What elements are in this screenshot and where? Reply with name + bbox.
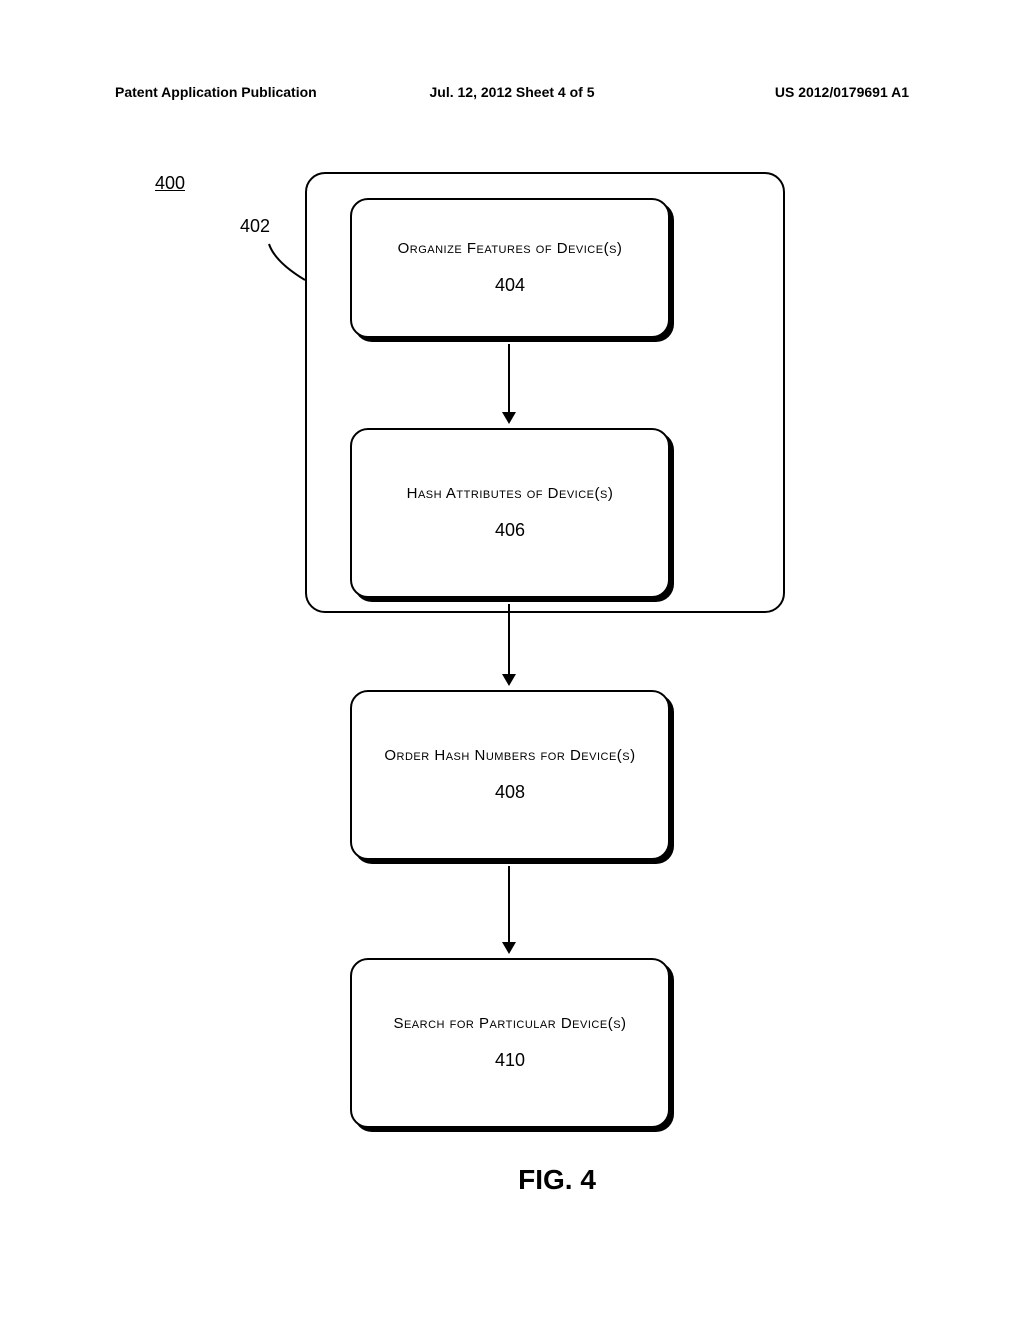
step-text: Hash Attributes of Device(s)	[397, 485, 624, 502]
flowchart-diagram: 400 402 Organize Features of Device(s) 4…	[0, 160, 1024, 1210]
reference-label-400: 400	[155, 173, 185, 194]
step-text: Order Hash Numbers for Device(s)	[374, 747, 645, 764]
header-publication-type: Patent Application Publication	[115, 84, 380, 100]
flow-arrow-3	[508, 866, 510, 952]
callout-curve-402	[265, 242, 307, 284]
flow-arrow-1	[508, 344, 510, 422]
flowchart-step-408: Order Hash Numbers for Device(s) 408	[350, 690, 670, 860]
figure-label: FIG. 4	[0, 1164, 1024, 1196]
flowchart-step-404: Organize Features of Device(s) 404	[350, 198, 670, 338]
header-date-sheet: Jul. 12, 2012 Sheet 4 of 5	[380, 84, 645, 100]
step-number: 404	[495, 275, 525, 296]
flowchart-step-410: Search for Particular Device(s) 410	[350, 958, 670, 1128]
step-text: Organize Features of Device(s)	[388, 240, 633, 257]
step-number: 410	[495, 1050, 525, 1071]
step-text: Search for Particular Device(s)	[383, 1015, 636, 1032]
patent-header: Patent Application Publication Jul. 12, …	[0, 84, 1024, 100]
flow-arrow-2	[508, 604, 510, 684]
header-patent-number: US 2012/0179691 A1	[644, 84, 909, 100]
step-number: 406	[495, 520, 525, 541]
reference-label-402: 402	[240, 216, 270, 237]
step-number: 408	[495, 782, 525, 803]
flowchart-step-406: Hash Attributes of Device(s) 406	[350, 428, 670, 598]
